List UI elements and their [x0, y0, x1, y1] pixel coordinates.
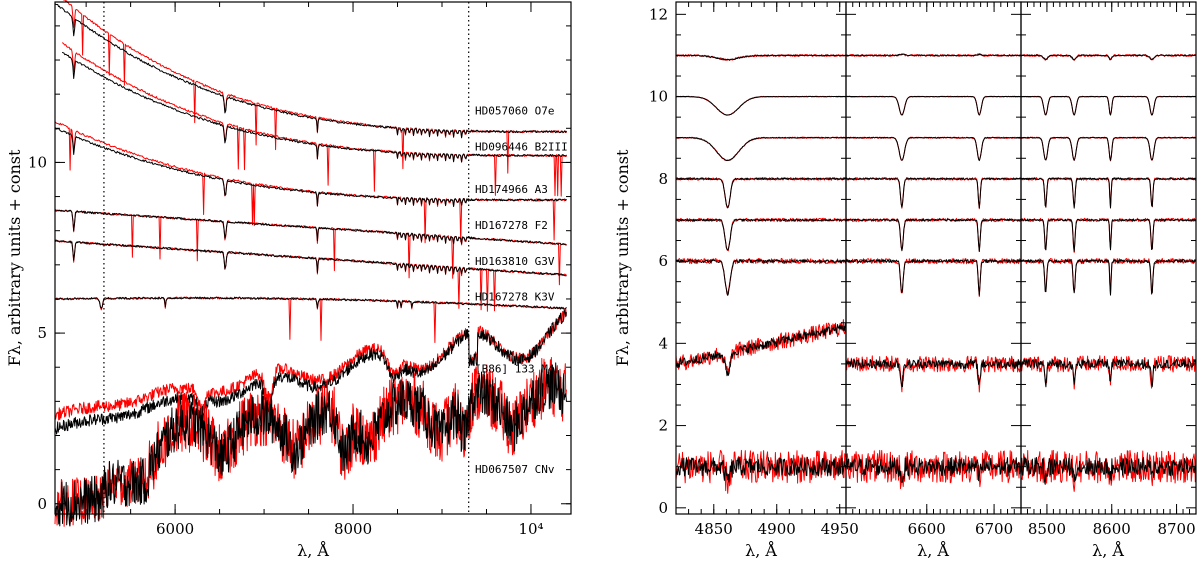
x-tick-label-2: 10⁴	[518, 520, 543, 538]
zoom-0-observed-0	[675, 54, 846, 61]
zoom-1-observed-4	[845, 218, 1022, 252]
zoom-2-observed-2	[1020, 136, 1197, 161]
zoom-1-x-tick-label-1: 6700	[975, 520, 1013, 538]
zoom-4850-frame	[675, 1, 847, 515]
zoom-1-model-3	[845, 177, 1022, 210]
zoom-4850-x-title: λ, Å	[745, 540, 777, 560]
zoom-2-observed-5	[1020, 259, 1197, 296]
zoom-0-observed-1	[675, 95, 847, 116]
zoom-0-model-7	[675, 449, 847, 494]
zoom-y-tick-label-6: 12	[649, 5, 668, 23]
zoom-panels: 4850 4900 4950 6600 6700 8500 8600 8700 0 2 4 6 8 10 1…	[613, 1, 1197, 560]
zoom-2-observed-1	[1021, 95, 1197, 116]
zoom-0-model-1	[675, 95, 847, 116]
zoom-2-observed-7	[1020, 457, 1197, 485]
zoom-1-observed-0	[846, 53, 1022, 57]
x-tick-label-1: 8000	[334, 520, 372, 538]
zoom-8600-x-title: λ, Å	[1092, 540, 1124, 560]
spectrum-model-1	[61, 42, 567, 197]
full-spectrum-panel: HD057060 O7e HD096446 B2III HD174966 A3 HD1…	[5, 0, 572, 560]
spectrum-observed-1	[61, 51, 567, 163]
spectrum-observed-0	[54, 3, 568, 139]
zoom-2-model-6	[1020, 355, 1197, 390]
left-x-axis-title: λ, Å	[297, 540, 329, 560]
zoom-0-model-4	[675, 217, 847, 252]
zoom-0-observed-6	[675, 323, 847, 377]
zoom-1-observed-7	[845, 457, 1022, 483]
zoom-0-observed-5	[675, 259, 847, 296]
zoom-curves	[675, 53, 1197, 494]
zoom-6600-x-title: λ, Å	[917, 540, 949, 560]
zoom-0-x-tick-label-2: 4950	[821, 520, 859, 538]
zoom-2-x-tick-label-1: 8600	[1093, 520, 1131, 538]
left-y-axis-title: Fλ, arbitrary units + const	[5, 149, 24, 366]
spectrum-observed-4	[54, 239, 567, 277]
spectrum-observed-6	[54, 309, 567, 435]
left-axes-frame	[54, 1, 572, 515]
y-tick-label-0: 0	[37, 495, 47, 513]
zoom-y-tick-label-2: 4	[658, 334, 668, 352]
spectrum-model-0	[63, 0, 567, 174]
zoom-y-tick-label-3: 6	[658, 252, 668, 270]
zoom-y-tick-label-0: 0	[658, 499, 668, 517]
zoom-0-observed-3	[675, 177, 847, 209]
zoom-1-x-tick-label-0: 6600	[908, 520, 946, 538]
zoom-0-model-3	[675, 177, 847, 209]
zoom-0-x-tick-label-1: 4900	[758, 520, 796, 538]
spectrum-observed-7	[54, 362, 567, 527]
y-tick-label-2: 10	[28, 153, 47, 171]
zoom-1-observed-3	[845, 177, 1022, 209]
zoom-2-x-tick-label-2: 8700	[1157, 520, 1195, 538]
zoom-1-observed-1	[845, 95, 1022, 116]
zoom-0-observed-7	[675, 457, 847, 483]
zoom-1-model-6	[845, 355, 1022, 393]
zoom-8600-frame	[1020, 1, 1197, 515]
zoom-0-x-tick-label-0: 4850	[695, 520, 733, 538]
star-label-0: HD057060 O7e	[475, 105, 554, 118]
zoom-1-observed-2	[845, 136, 1021, 162]
spectrum-observed-2	[54, 126, 567, 207]
x-tick-label-0: 6000	[156, 520, 194, 538]
zoom-y-tick-label-5: 10	[649, 88, 668, 106]
zoom-2-observed-4	[1020, 218, 1197, 252]
zoom-1-observed-5	[845, 259, 1022, 296]
zoom-1-model-5	[845, 258, 1022, 297]
zoom-0-observed-2	[675, 136, 847, 162]
star-label-6: [B86] 133 M4	[475, 362, 555, 375]
spectrum-observed-5	[54, 296, 567, 310]
zoom-1-model-1	[845, 95, 1022, 116]
zoom-0-model-5	[675, 258, 847, 295]
zoom-0-model-2	[675, 136, 847, 162]
zoom-2-observed-3	[1020, 177, 1197, 209]
left-axis-ticks: 6000 8000 10⁴ 0 5 10	[28, 2, 571, 538]
zoom-1-model-4	[845, 217, 1022, 252]
spectrum-observed-3	[54, 209, 567, 246]
zoom-0-model-6	[675, 319, 847, 374]
y-tick-label-1: 5	[37, 324, 47, 342]
zoom-y-tick-label-1: 2	[658, 417, 668, 435]
zoom-y-axis-title: Fλ, arbitrary units + const	[613, 149, 632, 366]
spectrum-model-2	[54, 121, 567, 244]
zoom-0-observed-4	[675, 218, 847, 251]
star-label-7: HD067507 CNv	[475, 463, 555, 476]
star-label-4: HD163810 G3V	[475, 255, 555, 268]
zoom-axis-ticks: 4850 4900 4950 6600 6700 8500 8600 8700 0 2 4 6 8 10 1…	[649, 2, 1197, 538]
zoom-2-x-tick-label-0: 8500	[1028, 520, 1066, 538]
star-labels: HD057060 O7e HD096446 B2III HD174966 A3 HD1…	[475, 105, 568, 476]
zoom-2-observed-0	[1020, 54, 1197, 61]
zoom-1-model-2	[845, 136, 1022, 161]
zoom-2-observed-6	[1020, 358, 1197, 388]
zoom-y-tick-label-4: 8	[658, 170, 668, 188]
spectrum-model-4	[54, 240, 567, 312]
zoom-1-observed-6	[845, 358, 1022, 387]
star-label-1: HD096446 B2III	[475, 140, 568, 153]
zoom-6600-frame	[845, 1, 1022, 515]
star-label-3: HD167278 F2	[475, 219, 548, 232]
spectrum-model-6	[54, 308, 567, 421]
star-label-2: HD174966 A3	[475, 183, 548, 196]
star-label-5: HD167278 K3V	[475, 291, 555, 304]
full-spectrum-curves	[54, 0, 568, 527]
